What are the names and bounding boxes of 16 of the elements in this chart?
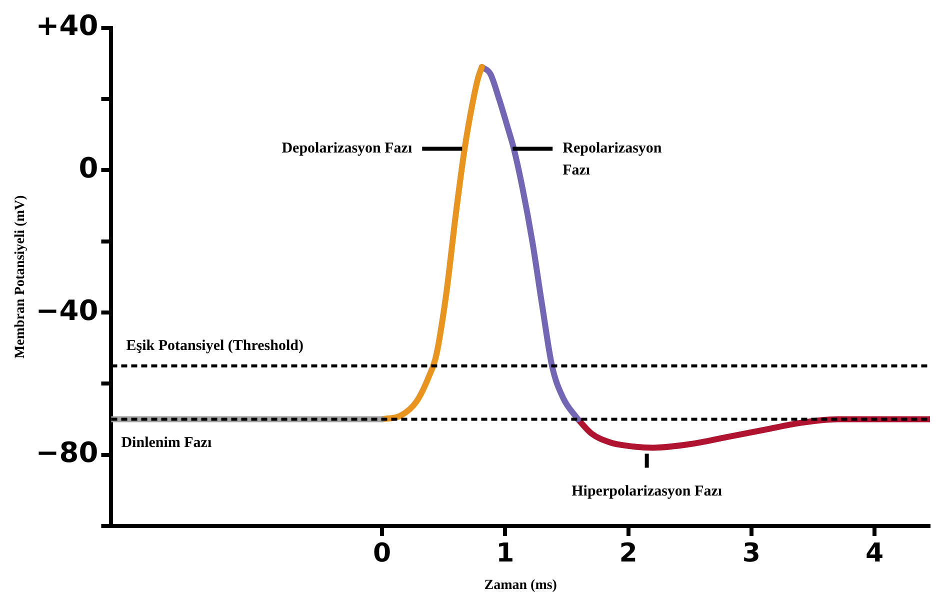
annotation: Dinlenim Fazı <box>121 435 212 452</box>
x-tick-label: 2 <box>619 538 638 568</box>
annotation: Hiperpolarizasyon Fazı <box>572 484 722 500</box>
ref-line-label: Eşik Potansiyel (Threshold) <box>126 338 304 354</box>
x-tick-label: 3 <box>742 538 761 568</box>
y-tick-label: 0 <box>78 151 98 184</box>
y-tick-label: +40 <box>36 9 98 42</box>
annotation: Repolarizasyon Fazı <box>562 140 662 179</box>
annotation: Depolarizasyon Fazı <box>282 140 412 157</box>
y-axis-title: Membran Potansiyeli (mV) <box>13 194 28 359</box>
x-tick-label: 1 <box>496 538 514 568</box>
x-tick-label: 4 <box>866 538 884 568</box>
x-axis-title: Zaman (ms) <box>484 578 558 594</box>
y-tick-label: −80 <box>36 436 98 470</box>
y-tick-label: −40 <box>36 294 98 327</box>
x-tick-label: 0 <box>373 538 392 568</box>
